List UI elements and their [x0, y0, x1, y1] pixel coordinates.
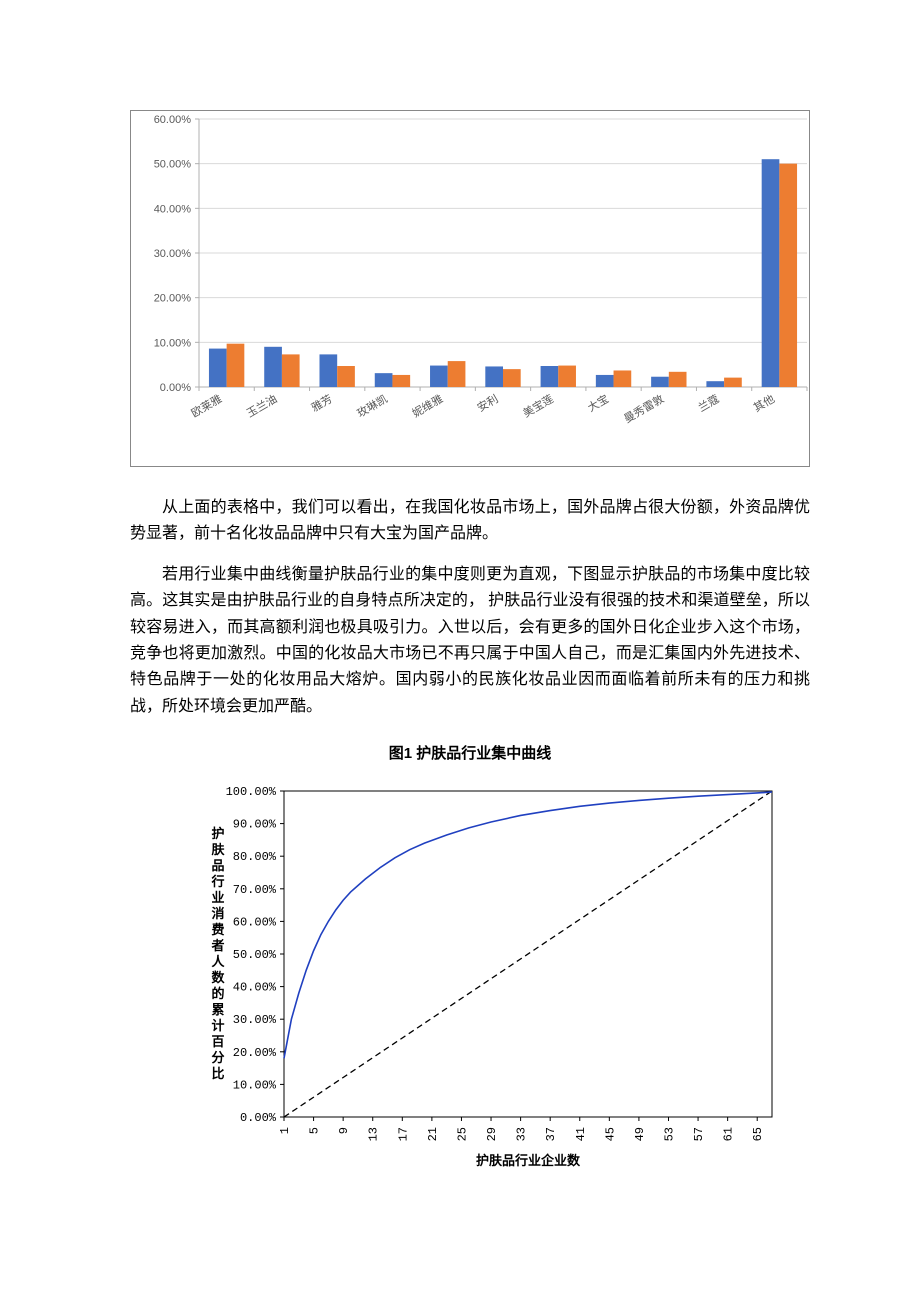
- svg-text:30.00%: 30.00%: [233, 1013, 277, 1027]
- svg-text:0.00%: 0.00%: [240, 1111, 277, 1125]
- svg-text:的: 的: [211, 986, 224, 1001]
- svg-text:40.00%: 40.00%: [154, 203, 192, 215]
- svg-text:17: 17: [396, 1127, 410, 1141]
- svg-text:雅芳: 雅芳: [309, 391, 335, 414]
- svg-text:20.00%: 20.00%: [233, 1046, 277, 1060]
- svg-text:65: 65: [751, 1127, 765, 1141]
- paragraph-2: 若用行业集中曲线衡量护肤品行业的集中度则更为直观，下图显示护肤品的市场集中度比较…: [130, 562, 810, 720]
- svg-text:5: 5: [308, 1127, 322, 1134]
- svg-text:兰蔻: 兰蔻: [696, 392, 722, 414]
- svg-text:计: 计: [211, 1018, 224, 1033]
- svg-text:累: 累: [211, 1002, 224, 1017]
- svg-text:60.00%: 60.00%: [154, 114, 192, 126]
- svg-text:费: 费: [211, 922, 224, 937]
- svg-text:40.00%: 40.00%: [233, 981, 277, 995]
- svg-text:10.00%: 10.00%: [233, 1079, 277, 1093]
- svg-text:21: 21: [426, 1127, 440, 1141]
- svg-text:其他: 其他: [751, 392, 777, 414]
- line-chart-container: 0.00% 10.00% 20.00% 30.00% 40.00% 50.00% 60.00…: [200, 777, 810, 1180]
- svg-text:80.00%: 80.00%: [233, 850, 277, 864]
- svg-text:分: 分: [211, 1050, 224, 1065]
- svg-text:45: 45: [603, 1127, 617, 1141]
- svg-text:57: 57: [692, 1127, 706, 1141]
- svg-text:者: 者: [210, 938, 224, 953]
- svg-text:10.00%: 10.00%: [154, 337, 192, 349]
- svg-text:29: 29: [485, 1127, 499, 1141]
- svg-text:护肤品行业企业数: 护肤品行业企业数: [476, 1153, 581, 1168]
- svg-text:品: 品: [211, 858, 224, 873]
- svg-text:护: 护: [211, 826, 224, 841]
- svg-text:曼秀雷敦: 曼秀雷敦: [621, 391, 666, 425]
- svg-text:60.00%: 60.00%: [233, 916, 277, 930]
- svg-text:百: 百: [211, 1034, 224, 1049]
- svg-text:61: 61: [722, 1127, 736, 1141]
- svg-text:30.00%: 30.00%: [154, 248, 192, 260]
- svg-text:0.00%: 0.00%: [160, 382, 191, 394]
- svg-text:玫琳凯: 玫琳凯: [354, 391, 390, 420]
- svg-text:1: 1: [278, 1127, 292, 1134]
- svg-text:33: 33: [515, 1127, 529, 1141]
- svg-text:37: 37: [544, 1127, 558, 1141]
- line-chart: 0.00% 10.00% 20.00% 30.00% 40.00% 50.00% 60.00…: [200, 777, 792, 1175]
- svg-text:安利: 安利: [474, 391, 500, 414]
- svg-text:90.00%: 90.00%: [233, 818, 277, 832]
- svg-text:大宝: 大宝: [585, 391, 611, 414]
- svg-text:13: 13: [367, 1127, 381, 1141]
- svg-text:100.00%: 100.00%: [226, 785, 277, 799]
- svg-text:美宝莲: 美宝莲: [520, 391, 556, 420]
- svg-text:数: 数: [211, 970, 225, 985]
- svg-text:业: 业: [211, 890, 224, 905]
- svg-text:50.00%: 50.00%: [154, 159, 192, 171]
- svg-text:50.00%: 50.00%: [233, 948, 277, 962]
- svg-text:41: 41: [574, 1127, 588, 1141]
- bar-chart-container: 0.00% 10.00% 20.00% 30.00% 40.00% 50.00% 60.00…: [130, 110, 810, 467]
- svg-text:49: 49: [633, 1127, 647, 1141]
- svg-text:人: 人: [211, 954, 225, 969]
- paragraph-1: 从上面的表格中，我们可以看出，在我国化妆品市场上，国外品牌占很大份额，外资品牌优…: [130, 495, 810, 548]
- svg-text:肤: 肤: [211, 842, 225, 857]
- svg-text:玉兰油: 玉兰油: [244, 391, 280, 420]
- svg-text:9: 9: [337, 1127, 351, 1134]
- svg-text:行: 行: [210, 874, 224, 889]
- svg-text:53: 53: [662, 1127, 676, 1141]
- svg-text:25: 25: [455, 1127, 469, 1141]
- svg-text:70.00%: 70.00%: [233, 883, 277, 897]
- svg-text:20.00%: 20.00%: [154, 293, 192, 305]
- svg-text:消: 消: [211, 906, 224, 921]
- svg-text:欧莱雅: 欧莱雅: [189, 391, 225, 420]
- line-chart-title: 图1 护肤品行业集中曲线: [130, 742, 810, 763]
- svg-text:妮维雅: 妮维雅: [410, 391, 446, 420]
- bar-chart: 0.00% 10.00% 20.00% 30.00% 40.00% 50.00% 60.00…: [131, 111, 819, 461]
- svg-text:比: 比: [211, 1066, 224, 1081]
